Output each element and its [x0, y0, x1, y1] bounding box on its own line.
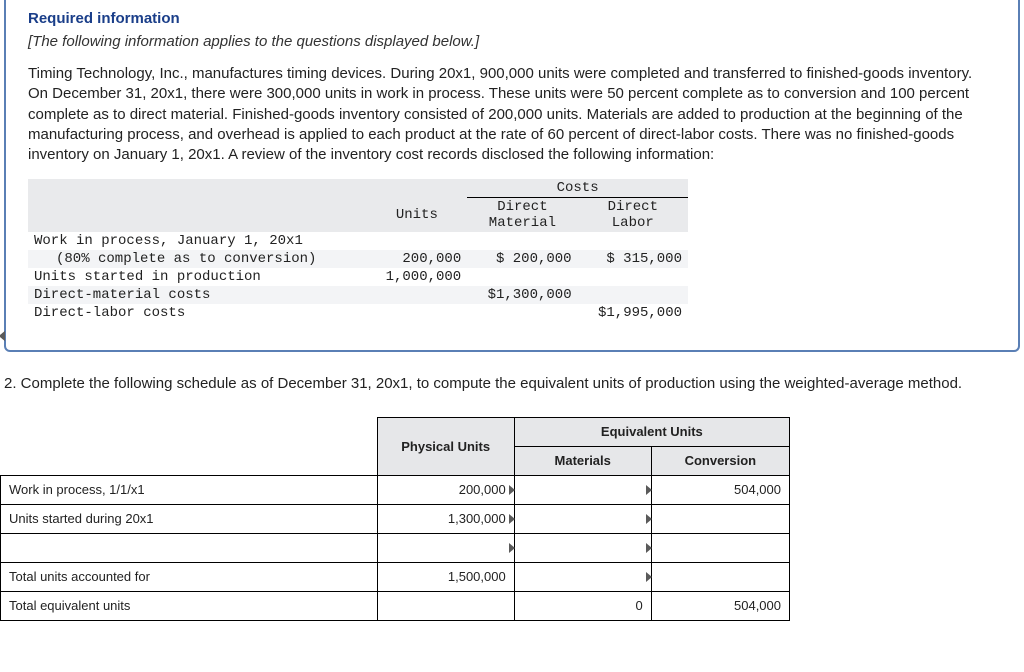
cell-phys-4[interactable]: 1,500,000 [377, 562, 514, 591]
cell-mat-5[interactable]: 0 [514, 591, 651, 620]
cell-phys-5[interactable] [377, 591, 514, 620]
col-units: Units [367, 198, 468, 233]
cell-conv-5[interactable]: 504,000 [651, 591, 789, 620]
row-wip-label[interactable]: Work in process, 1/1/x1 [1, 475, 378, 504]
col-direct-material: DirectMaterial [467, 198, 577, 233]
cell-conv-1[interactable]: 504,000 [651, 475, 789, 504]
cell-mat-4[interactable] [514, 562, 651, 591]
cell-phys-2[interactable]: 1,300,000 [377, 504, 514, 533]
col-materials: Materials [514, 446, 651, 475]
cell-conv-4[interactable] [651, 562, 789, 591]
wip-dl: $ 315,000 [578, 250, 688, 268]
cell-phys-3[interactable] [377, 533, 514, 562]
header-equivalent-units: Equivalent Units [514, 417, 789, 446]
question-2: 2. Complete the following schedule as of… [4, 374, 1020, 394]
col-direct-labor: DirectLabor [578, 198, 688, 233]
table-row: Work in process, 1/1/x1 200,000 504,000 [1, 475, 790, 504]
table-row: Units started during 20x1 1,300,000 [1, 504, 790, 533]
costs-data-table: Costs Units DirectMaterial DirectLabor W… [28, 179, 688, 322]
dlcost-val: $1,995,000 [578, 304, 688, 322]
cell-conv-3[interactable] [651, 533, 789, 562]
started-units: 1,000,000 [367, 268, 468, 286]
table-row [1, 533, 790, 562]
equivalent-units-schedule: Physical Units Equivalent Units Material… [0, 417, 790, 621]
col-physical-units: Physical Units [377, 417, 514, 475]
cell-mat-1[interactable] [514, 475, 651, 504]
wip-row-label: Work in process, January 1, 20x1 [28, 232, 367, 250]
blank-corner [1, 417, 378, 475]
cell-conv-2[interactable] [651, 504, 789, 533]
wip-dm: $ 200,000 [467, 250, 577, 268]
table-row: Total units accounted for 1,500,000 [1, 562, 790, 591]
row-blank-label[interactable] [1, 533, 378, 562]
row-total-eq-label: Total equivalent units [1, 591, 378, 620]
dmcost-label: Direct-material costs [28, 286, 367, 304]
cell-phys-1[interactable]: 200,000 [377, 475, 514, 504]
started-label: Units started in production [28, 268, 367, 286]
table-row: Total equivalent units 0 504,000 [1, 591, 790, 620]
costs-header: Costs [467, 179, 688, 198]
problem-text: Timing Technology, Inc., manufactures ti… [28, 64, 996, 165]
required-info-box: Required information [The following info… [4, 0, 1020, 352]
question-text: 2. Complete the following schedule as of… [4, 375, 962, 392]
row-started-label[interactable]: Units started during 20x1 [1, 504, 378, 533]
dmcost-val: $1,300,000 [467, 286, 577, 304]
cell-mat-3[interactable] [514, 533, 651, 562]
intro-note: [The following information applies to th… [28, 33, 996, 50]
dlcost-label: Direct-labor costs [28, 304, 367, 322]
row-total-accounted-label: Total units accounted for [1, 562, 378, 591]
wip-sub-label: (80% complete as to conversion) [28, 250, 367, 268]
chevron-left-icon [0, 331, 5, 341]
required-title: Required information [28, 10, 996, 27]
cell-mat-2[interactable] [514, 504, 651, 533]
wip-units: 200,000 [367, 250, 468, 268]
col-conversion: Conversion [651, 446, 789, 475]
